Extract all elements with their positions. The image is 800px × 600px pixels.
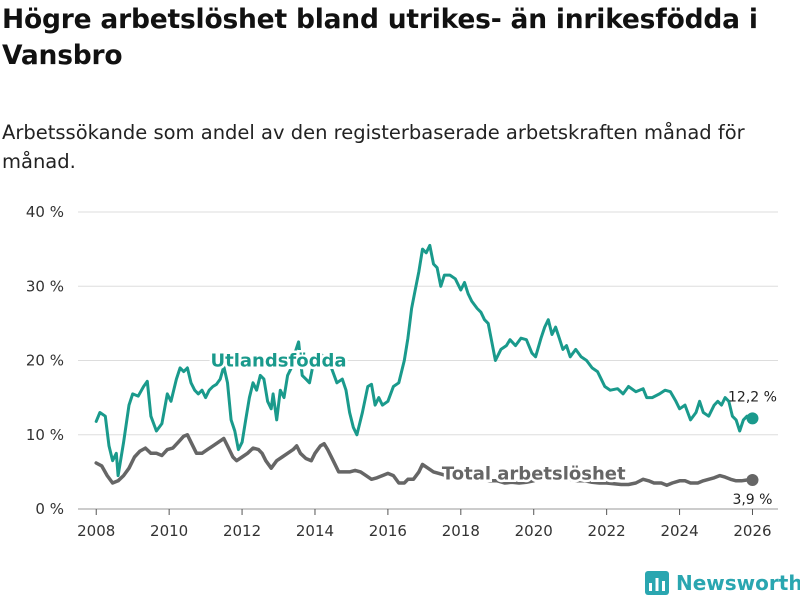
axes: 0 % 10 % 20 % 30 % 40 % 2008 2010 2012 2014 2016 2… bbox=[26, 203, 772, 540]
series-label-utlandsfodda: Utlandsfödda bbox=[210, 350, 346, 371]
chart-subtitle: Arbetssökande som andel av den registerb… bbox=[2, 121, 745, 173]
x-tick-label: 2026 bbox=[733, 522, 771, 540]
end-value-label-total: 3,9 % bbox=[732, 492, 772, 508]
y-tick-label: 40 % bbox=[26, 203, 64, 221]
end-value-label-utlandsfodda: 12,2 % bbox=[728, 389, 777, 405]
x-tick-label: 2012 bbox=[223, 522, 261, 540]
x-tick-label: 2020 bbox=[515, 522, 553, 540]
y-tick-label: 30 % bbox=[26, 277, 64, 295]
end-point-marker bbox=[746, 474, 759, 487]
series-line-utlandsf-dda bbox=[94, 243, 754, 478]
x-tick-label: 2010 bbox=[150, 522, 188, 540]
bar-chart-logo-icon bbox=[645, 571, 669, 595]
series-labels: Utlandsfödda Total arbetslöshet 12,2 % 3,9 … bbox=[208, 348, 777, 508]
y-tick-label: 20 % bbox=[26, 352, 64, 370]
end-point-marker bbox=[746, 412, 759, 425]
series-lines bbox=[94, 243, 759, 487]
x-tick-label: 2008 bbox=[77, 522, 115, 540]
x-tick-label: 2024 bbox=[660, 522, 698, 540]
newsworthy-logo: Newsworthy bbox=[645, 567, 800, 599]
brand-name: Newsworthy bbox=[676, 571, 800, 595]
series-label-total: Total arbetslöshet bbox=[442, 463, 626, 484]
y-tick-label: 0 % bbox=[35, 500, 64, 518]
x-tick-label: 2018 bbox=[442, 522, 480, 540]
x-tick-label: 2014 bbox=[296, 522, 334, 540]
chart-title: Högre arbetslöshet bland utrikes- än inr… bbox=[2, 4, 758, 71]
grid bbox=[78, 211, 778, 510]
series-line-total-arbetsl-shet bbox=[94, 433, 755, 487]
x-tick-label: 2016 bbox=[369, 522, 407, 540]
x-tick-label: 2022 bbox=[588, 522, 626, 540]
y-tick-label: 10 % bbox=[26, 426, 64, 444]
